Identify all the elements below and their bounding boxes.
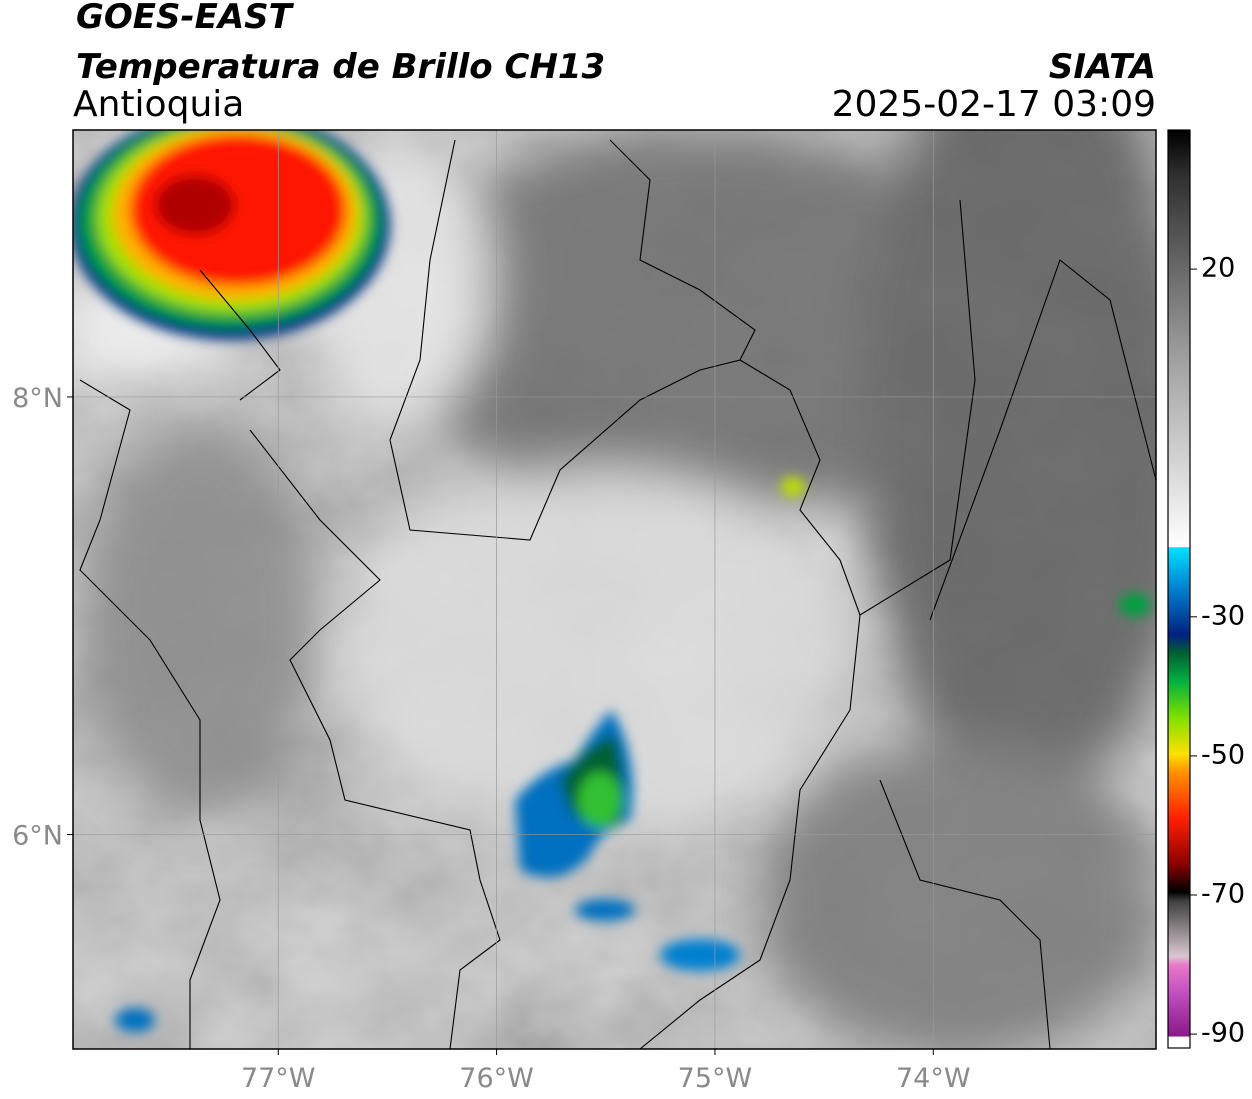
region: Antioquia [73,84,244,125]
source: SIATA [1049,47,1156,87]
colorbar-label: -90 [1201,1018,1245,1049]
x-tick-label: 77°W [241,1063,316,1094]
x-tick-label: 74°W [896,1063,971,1094]
x-tick-label: 76°W [459,1063,534,1094]
x-tick-label: 75°W [678,1063,753,1094]
product: Temperatura de Brillo CH13 [76,47,605,87]
timestamp: 2025-02-17 03:09 [832,84,1156,125]
colorbar-label: -70 [1201,879,1245,910]
colorbar-label: -30 [1201,600,1245,631]
y-tick-label: 6°N [12,821,63,852]
map-frame [72,129,1157,1050]
y-tick-label: 8°N [12,383,63,414]
grid [73,130,1156,1049]
satellite: GOES-EAST [76,0,295,37]
colorbar [1167,129,1191,1049]
colorbar-label: 20 [1201,253,1235,284]
satellite-image [73,130,1156,1049]
colorbar-label: -50 [1201,739,1245,770]
